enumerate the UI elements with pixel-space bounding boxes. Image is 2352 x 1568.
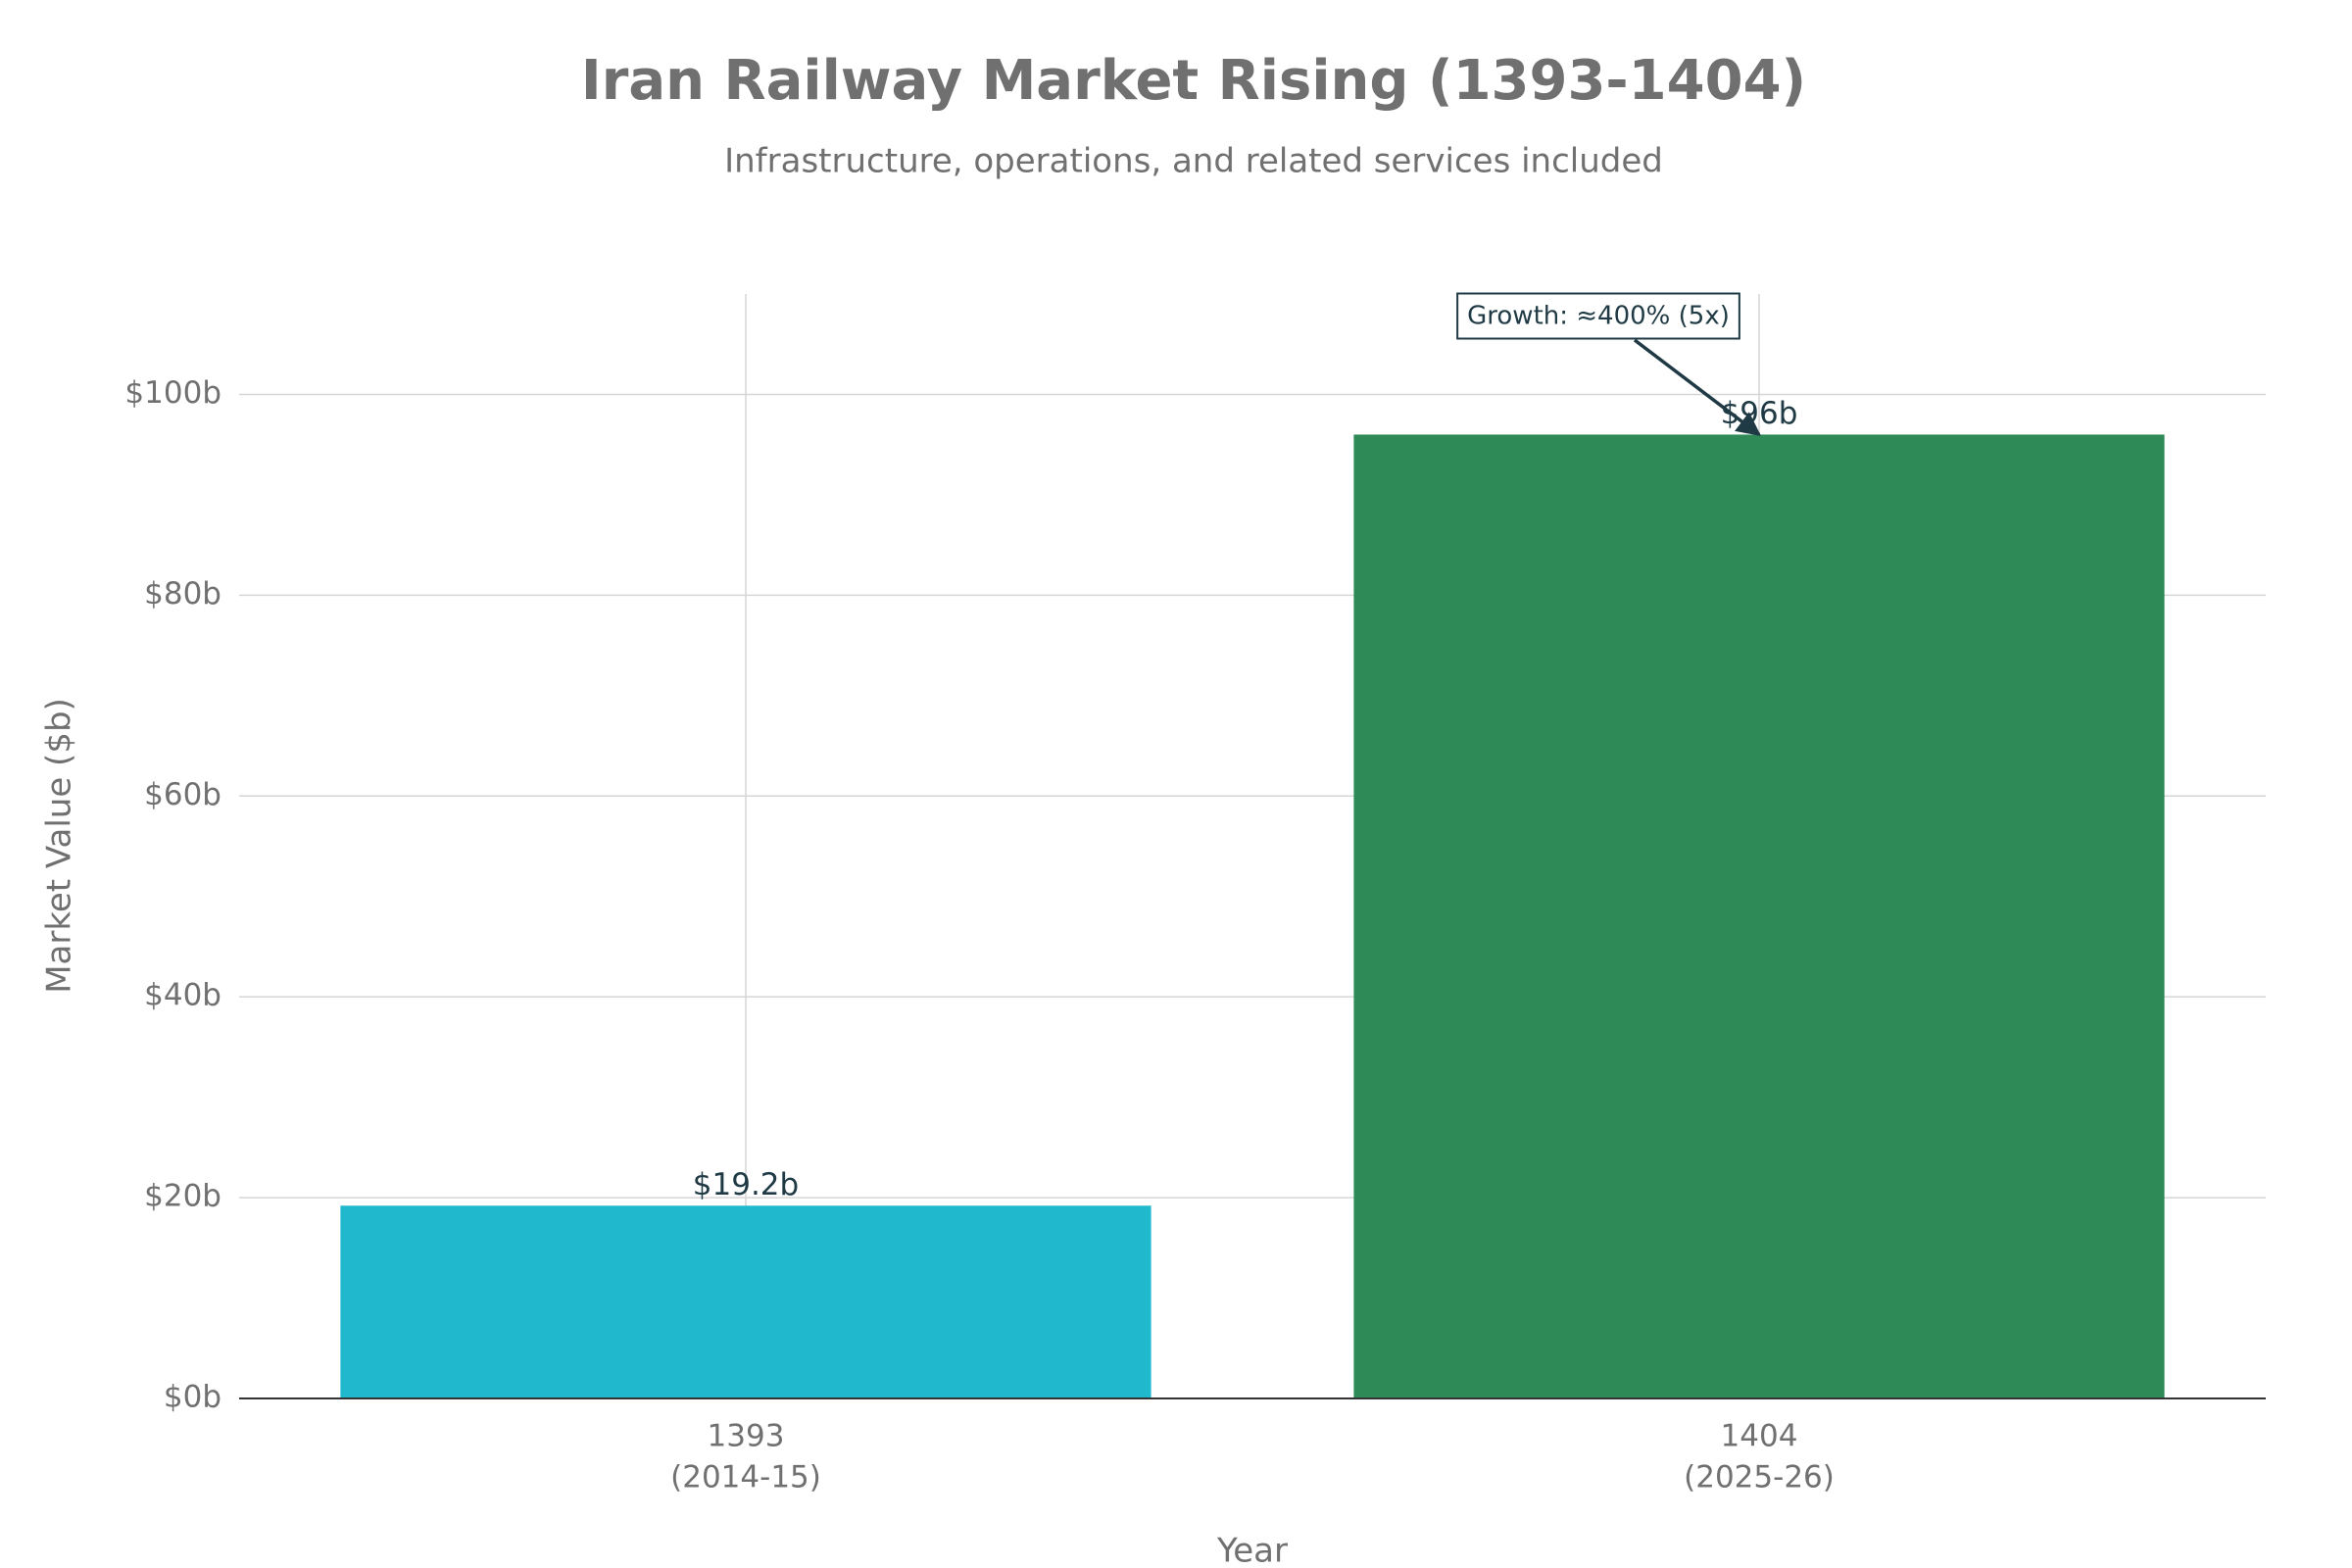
annotation-box — [1456, 292, 1740, 340]
x-tick-sublabel: (2014-15) — [670, 1460, 821, 1495]
y-tick-label: $40b — [144, 978, 221, 1013]
x-tick-label: 1404 — [1721, 1419, 1798, 1454]
bar — [1353, 434, 2165, 1398]
x-tick-sublabel: (2025-26) — [1684, 1460, 1835, 1495]
chart-subtitle: Infrastructure, operations, and related … — [724, 142, 1663, 181]
y-tick-label: $0b — [164, 1380, 221, 1415]
x-axis-label: Year — [1216, 1532, 1288, 1568]
annotation-arrow — [1633, 338, 1761, 436]
y-tick-label: $80b — [144, 576, 221, 612]
value-label: $19.2b — [693, 1167, 799, 1202]
y-tick-label: $20b — [144, 1179, 221, 1214]
annotation-text: Growth: ≈400% (5x) — [1467, 302, 1730, 331]
bar — [340, 1205, 1152, 1398]
y-tick-label: $60b — [144, 777, 221, 812]
x-tick-label: 1393 — [708, 1419, 785, 1454]
chart-title: Iran Railway Market Rising (1393-1404) — [581, 49, 1806, 113]
y-axis-label: Market Value ($b) — [40, 698, 79, 994]
y-tick-label: $100b — [124, 375, 221, 411]
